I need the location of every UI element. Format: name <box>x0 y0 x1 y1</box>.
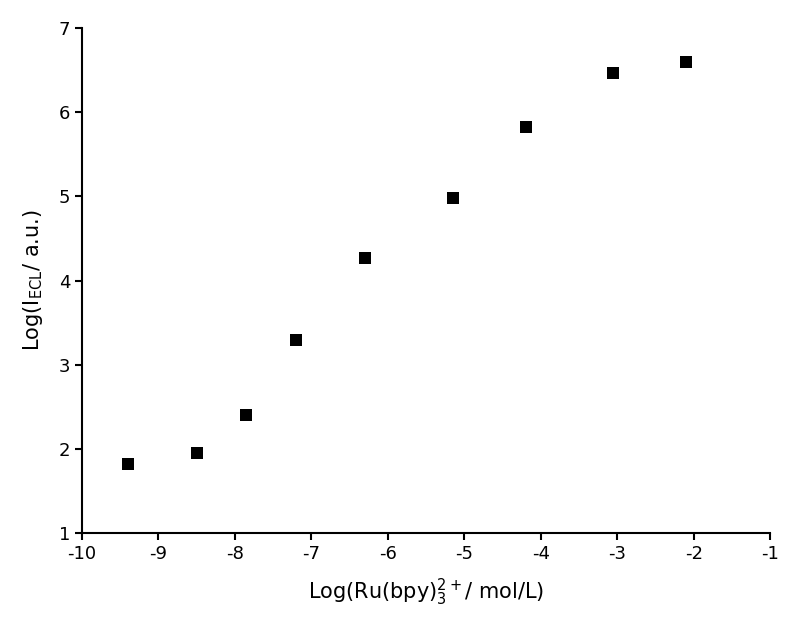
Point <box>190 448 203 459</box>
Y-axis label: Log(I$_\mathrm{ECL}$/ a.u.): Log(I$_\mathrm{ECL}$/ a.u.) <box>21 209 45 352</box>
Point <box>122 459 134 469</box>
Point <box>519 122 532 132</box>
Point <box>358 253 371 263</box>
Point <box>607 69 620 79</box>
X-axis label: Log(Ru(bpy)$_3^{2+}$/ mol/L): Log(Ru(bpy)$_3^{2+}$/ mol/L) <box>308 577 544 608</box>
Point <box>290 335 302 345</box>
Point <box>680 57 693 67</box>
Point <box>446 193 459 203</box>
Point <box>240 410 253 420</box>
